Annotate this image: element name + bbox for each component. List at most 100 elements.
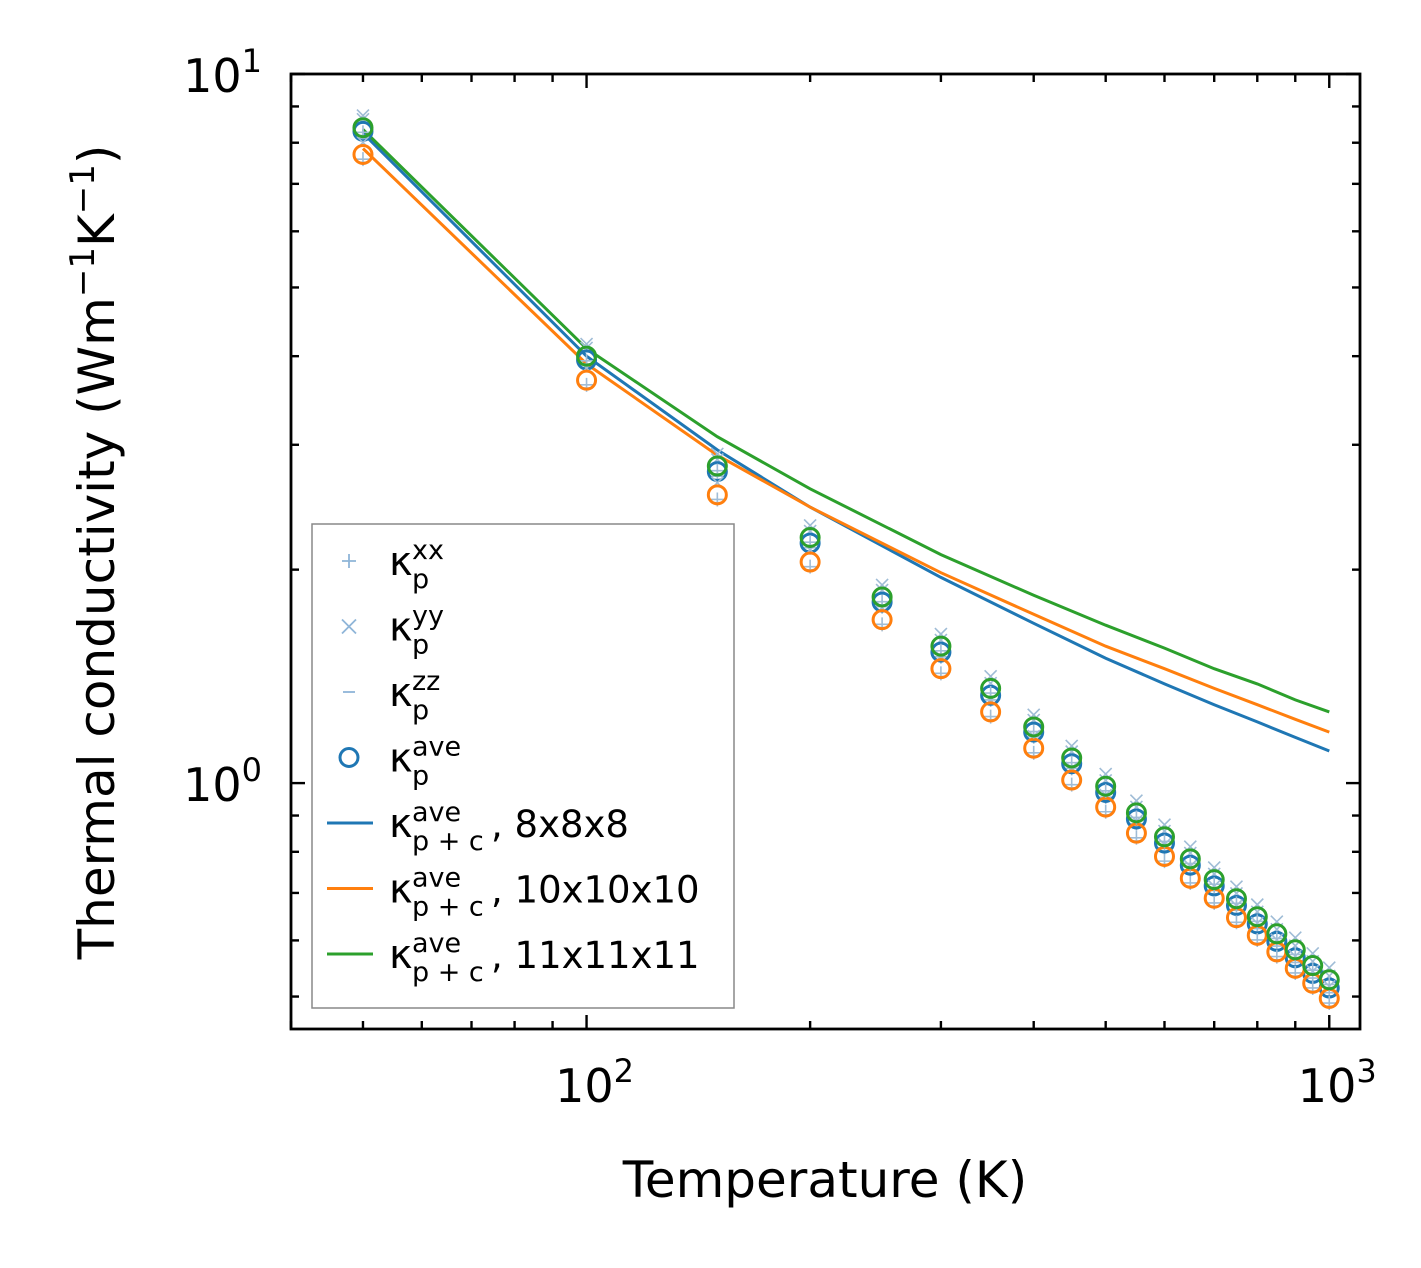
- x-tick-label-exponent: 2: [614, 1052, 634, 1090]
- legend-subscript: p: [412, 695, 429, 726]
- plot-frame: [289, 72, 1362, 1031]
- marker-kappa-ave: [1095, 796, 1117, 818]
- marker-kappa-ave: [1203, 869, 1225, 891]
- marker-kappa-ave: [1153, 832, 1175, 854]
- marker-kappa-ave: [1266, 923, 1288, 945]
- legend-grid-label: , 10x10x10: [491, 869, 700, 912]
- marker-kappa-ave: [1061, 747, 1083, 769]
- marker-kappa-ave: [1302, 955, 1324, 977]
- legend-superscript: ave: [412, 797, 461, 828]
- legend-entry-2: κ yyp: [341, 601, 444, 661]
- x-tick-label-base: 10: [1298, 1059, 1357, 1113]
- legend-kappa-symbol: κ: [389, 867, 413, 913]
- marker-kappa-ave: [352, 143, 374, 165]
- marker-kappa-ave: [1095, 775, 1117, 797]
- marker-series-group: [352, 109, 1340, 1011]
- marker-kappa-ave: [980, 701, 1002, 723]
- marker-kappa-ave: [1284, 939, 1306, 961]
- marker-kappa-ave: [576, 369, 598, 391]
- legend-subscript: p: [412, 761, 429, 792]
- y-tick-label: 101: [183, 42, 262, 103]
- legend-kappa-symbol: κ: [389, 932, 413, 978]
- y-axis-label: Thermal conductivity (Wm−1K−1): [63, 145, 126, 961]
- legend-circle-marker: [338, 747, 360, 768]
- legend-plus-marker: [342, 554, 356, 568]
- marker-kappa-ave: [871, 609, 893, 631]
- legend-superscript: ave: [412, 732, 461, 763]
- legend-superscript: xx: [412, 535, 444, 566]
- marker-kappa-ave: [980, 677, 1002, 699]
- marker-kappa-ave: [1061, 753, 1083, 775]
- marker-kappa-ave: [1023, 737, 1045, 759]
- marker-kappa-ave: [1246, 906, 1268, 928]
- line-series-group: [361, 128, 1330, 753]
- legend-superscript: zz: [412, 666, 440, 697]
- marker-kappa-ave: [1095, 781, 1117, 803]
- legend-superscript: yy: [412, 601, 444, 632]
- legend-entry-1: κ xxp: [342, 535, 444, 595]
- legend-kappa-symbol: κ: [389, 605, 413, 651]
- marker-kappa-ave: [1153, 826, 1175, 848]
- marker-kappa-ave: [930, 635, 952, 657]
- legend-superscript: ave: [412, 863, 461, 894]
- marker-kappa-ave: [1125, 808, 1147, 830]
- legend-grid-label: , 8x8x8: [491, 803, 629, 846]
- marker-kappa-ave: [1179, 854, 1201, 876]
- legend-subscript: p + c: [412, 826, 484, 857]
- legend-superscript: ave: [412, 928, 461, 959]
- legend-kappa-symbol: κ: [389, 670, 413, 716]
- marker-kappa-ave: [1225, 888, 1247, 910]
- marker-kappa-ave: [706, 484, 728, 506]
- marker-kappa-ave: [1203, 875, 1225, 897]
- x-tick-label-base: 10: [555, 1059, 614, 1113]
- legend-kappa-symbol: κ: [389, 801, 413, 847]
- marker-kappa-ave: [1023, 716, 1045, 738]
- y-axis-label-end: ): [68, 145, 126, 165]
- marker-kappa-ave: [1061, 769, 1083, 791]
- y-axis-label-mid: K: [68, 213, 126, 247]
- legend-subscript: p + c: [412, 957, 484, 988]
- legend-kappa-symbol: κ: [389, 539, 413, 585]
- marker-kappa-ave: [1318, 969, 1340, 991]
- y-tick-label: 100: [183, 751, 262, 812]
- y-axis-label-main: Thermal conductivity (Wm: [68, 297, 126, 960]
- y-tick-label-base: 10: [183, 758, 242, 812]
- x-tick-label: 103: [1298, 1052, 1377, 1113]
- marker-kappa-ave: [576, 345, 598, 367]
- x-tick-label: 102: [555, 1052, 634, 1113]
- marker-kappa-ave: [706, 461, 728, 483]
- line-series-kappa_pc_ave_10x10x10: [361, 147, 1330, 734]
- y-axis-label-sup-2: −1: [63, 164, 103, 214]
- legend-entry-3: κ zzp: [343, 666, 440, 726]
- x-tick-label-exponent: 3: [1356, 1052, 1376, 1090]
- x-axis-label: Temperature (K): [622, 1151, 1027, 1209]
- y-axis-label-sup-1: −1: [63, 247, 103, 297]
- marker-kappa-ave: [799, 526, 821, 548]
- marker-series-kappa_p_ave_11x11x11: [352, 109, 1340, 992]
- legend-kappa-symbol: κ: [389, 736, 413, 782]
- legend-grid-label: , 11x11x11: [491, 934, 700, 977]
- marker-kappa-ave: [706, 455, 728, 477]
- marker-kappa-ave: [930, 658, 952, 680]
- marker-kappa-ave: [799, 551, 821, 573]
- plot-area: [352, 109, 1340, 1011]
- y-tick-label-exponent: 0: [242, 751, 262, 789]
- marker-kappa-ave: [1179, 848, 1201, 870]
- line-series-kappa_pc_ave_8x8x8: [361, 132, 1330, 753]
- marker-kappa-ave: [352, 117, 374, 139]
- y-tick-label-exponent: 1: [242, 42, 262, 80]
- legend-subscript: p + c: [412, 892, 484, 923]
- y-tick-label-base: 10: [183, 49, 242, 103]
- legend-box: [311, 523, 735, 1009]
- line-series-kappa_pc_ave_11x11x11: [361, 128, 1330, 714]
- marker-kappa-ave: [871, 586, 893, 608]
- legend-cross-marker: [341, 618, 357, 635]
- marker-kappa-ave: [1125, 802, 1147, 824]
